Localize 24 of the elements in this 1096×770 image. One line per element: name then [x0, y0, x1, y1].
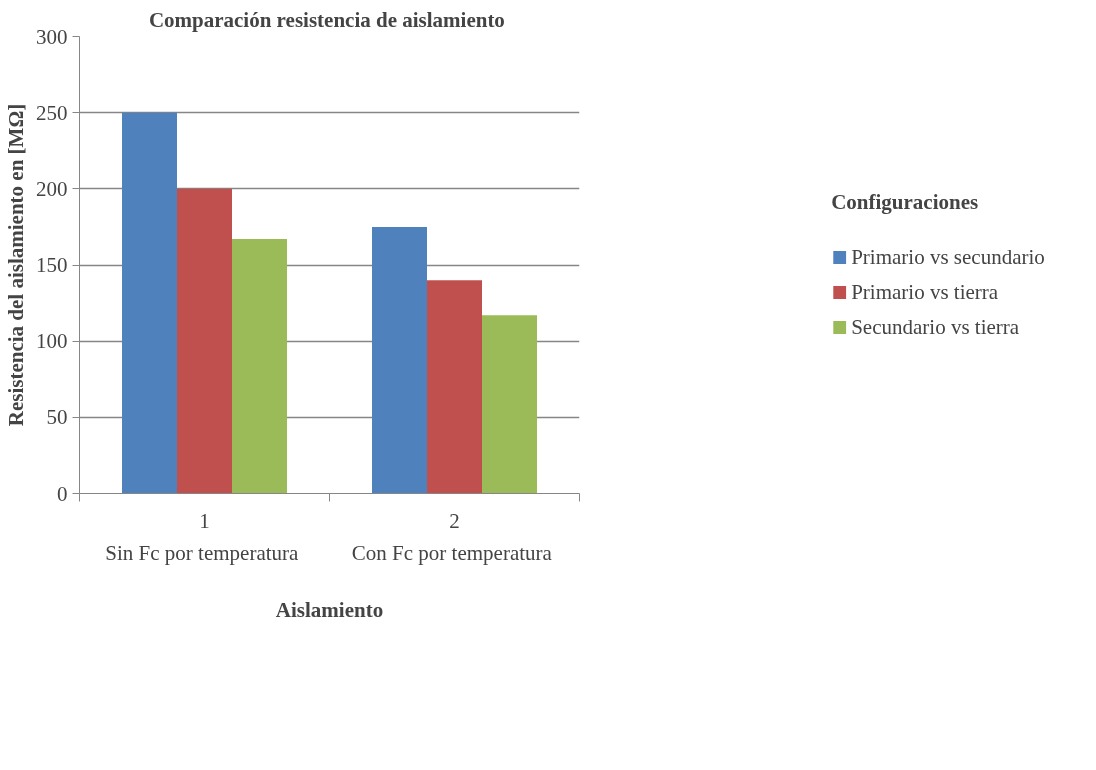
x-axis-title: Aislamiento [275, 597, 384, 622]
y-tick-label: 250 [36, 100, 68, 125]
chart-title: Comparación resistencia de aislamiento [148, 7, 505, 32]
legend-label: Primario vs secundario [851, 244, 1045, 270]
bar [177, 188, 232, 494]
y-tick-label: 300 [36, 24, 68, 49]
legend-label: Secundario vs tierra [851, 314, 1020, 340]
y-tick-label: 150 [36, 253, 68, 277]
bar [122, 112, 177, 494]
legend-label: Primario vs tierra [851, 279, 999, 305]
bar [427, 280, 482, 494]
bar [232, 239, 287, 494]
y-tick-label: 100 [36, 329, 68, 354]
bar [372, 226, 427, 494]
text: Sin Fc por temperatura [105, 540, 300, 565]
x-tick-label: 1 [199, 508, 210, 533]
y-tick-label: 200 [36, 176, 68, 201]
y-tick-label: 0 [57, 481, 68, 506]
legend-title: Configuraciones [831, 189, 980, 215]
text: Con Fc por temperatura [351, 540, 553, 565]
x-tick-label: 2 [449, 508, 460, 533]
y-axis-title: Resistencia del aislamiento en [MΩ] [4, 103, 28, 427]
bar [482, 315, 537, 494]
y-tick-label: 50 [46, 405, 68, 430]
